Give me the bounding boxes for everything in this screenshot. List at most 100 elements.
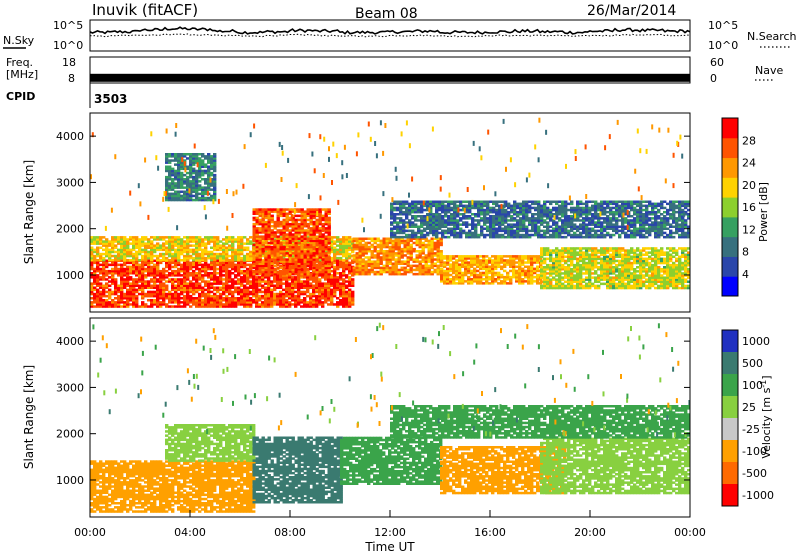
power-cell	[252, 264, 256, 268]
power-cell	[108, 242, 112, 245]
power-cell	[183, 250, 187, 254]
power-cell	[624, 268, 628, 271]
power-cell	[222, 254, 226, 258]
power-cell	[303, 216, 307, 220]
power-cell	[657, 286, 661, 290]
power-cell	[291, 303, 295, 306]
power-cell	[564, 276, 568, 279]
power-cell	[165, 242, 169, 245]
power-cell	[168, 292, 172, 296]
power-cell	[315, 282, 319, 285]
power-cell	[300, 245, 304, 249]
power-cell	[312, 245, 316, 249]
power-cell	[436, 260, 440, 263]
power-cell	[102, 261, 106, 265]
power-cell	[264, 252, 268, 255]
power-cell	[455, 269, 459, 273]
power-cell	[294, 233, 298, 236]
power-cell	[198, 294, 202, 298]
power-cell	[561, 284, 565, 288]
power-cell	[108, 290, 112, 294]
power-cell	[312, 227, 316, 230]
power-cell	[309, 254, 313, 257]
power-cell	[282, 278, 286, 281]
power-cell	[303, 252, 307, 255]
power-cell	[186, 244, 190, 247]
power-cell	[219, 280, 223, 283]
power-cell	[479, 259, 483, 262]
power-cell	[612, 251, 616, 254]
power-cell	[406, 262, 410, 265]
power-cell	[651, 249, 655, 252]
power-cell	[518, 282, 522, 285]
power-cell	[270, 245, 274, 249]
power-cell	[399, 204, 403, 208]
power-cell	[297, 229, 301, 232]
power-cell	[573, 251, 577, 254]
power-cell	[255, 272, 259, 276]
power-cell	[123, 303, 127, 306]
power-cell	[342, 297, 346, 300]
power-cell	[282, 250, 286, 253]
power-cell	[207, 286, 211, 289]
power-cell	[415, 268, 419, 272]
power-cell	[645, 253, 649, 256]
power-cell	[282, 303, 286, 306]
power-cell	[315, 294, 319, 298]
power-cell	[195, 246, 199, 249]
power-cell	[561, 266, 565, 269]
power-cell	[555, 274, 559, 277]
power-cell	[539, 282, 543, 285]
power-cell	[144, 305, 148, 308]
power-cell	[324, 278, 328, 281]
power-cell	[603, 276, 607, 279]
power-cell	[309, 292, 313, 296]
power-cell	[267, 303, 271, 306]
power-cell	[427, 266, 431, 270]
power-cell	[216, 244, 220, 247]
power-cell	[567, 263, 571, 267]
power-cell	[491, 269, 495, 273]
power-cell	[321, 214, 325, 218]
power-cell	[418, 262, 422, 265]
power-cell	[162, 244, 166, 247]
power-cell	[303, 248, 307, 252]
power-cell	[219, 252, 223, 256]
power-cell	[558, 251, 562, 254]
power-cell	[177, 254, 181, 258]
power-cell	[503, 259, 507, 262]
power-cell	[406, 250, 410, 253]
power-cell	[555, 255, 559, 258]
power-cell	[93, 278, 97, 281]
power-cell	[102, 265, 106, 269]
power-cell	[339, 250, 343, 254]
power-cell	[543, 247, 547, 250]
power-cell	[282, 240, 286, 243]
power-cell	[213, 269, 217, 273]
power-cell	[177, 280, 181, 283]
power-cell	[333, 269, 337, 273]
power-cell	[479, 267, 483, 271]
power-cell	[657, 268, 661, 271]
power-cell	[162, 299, 166, 302]
power-cell	[297, 254, 301, 257]
power-cell	[222, 288, 226, 292]
power-cell	[412, 250, 416, 253]
power-cell	[606, 280, 610, 283]
power-cell	[270, 303, 274, 306]
power-cell	[189, 294, 193, 298]
power-cell	[330, 282, 334, 285]
power-cell	[367, 270, 371, 274]
power-cell	[327, 220, 331, 224]
power-cell	[219, 248, 223, 252]
power-cell	[312, 222, 316, 226]
power-cell	[306, 245, 310, 249]
power-cell	[418, 243, 422, 247]
power-cell	[436, 264, 440, 268]
power-cell	[576, 253, 580, 256]
power-cell	[276, 231, 280, 234]
power-cell	[225, 305, 229, 308]
power-cell	[117, 256, 121, 260]
power-cell	[135, 299, 139, 302]
power-cell	[180, 265, 184, 269]
